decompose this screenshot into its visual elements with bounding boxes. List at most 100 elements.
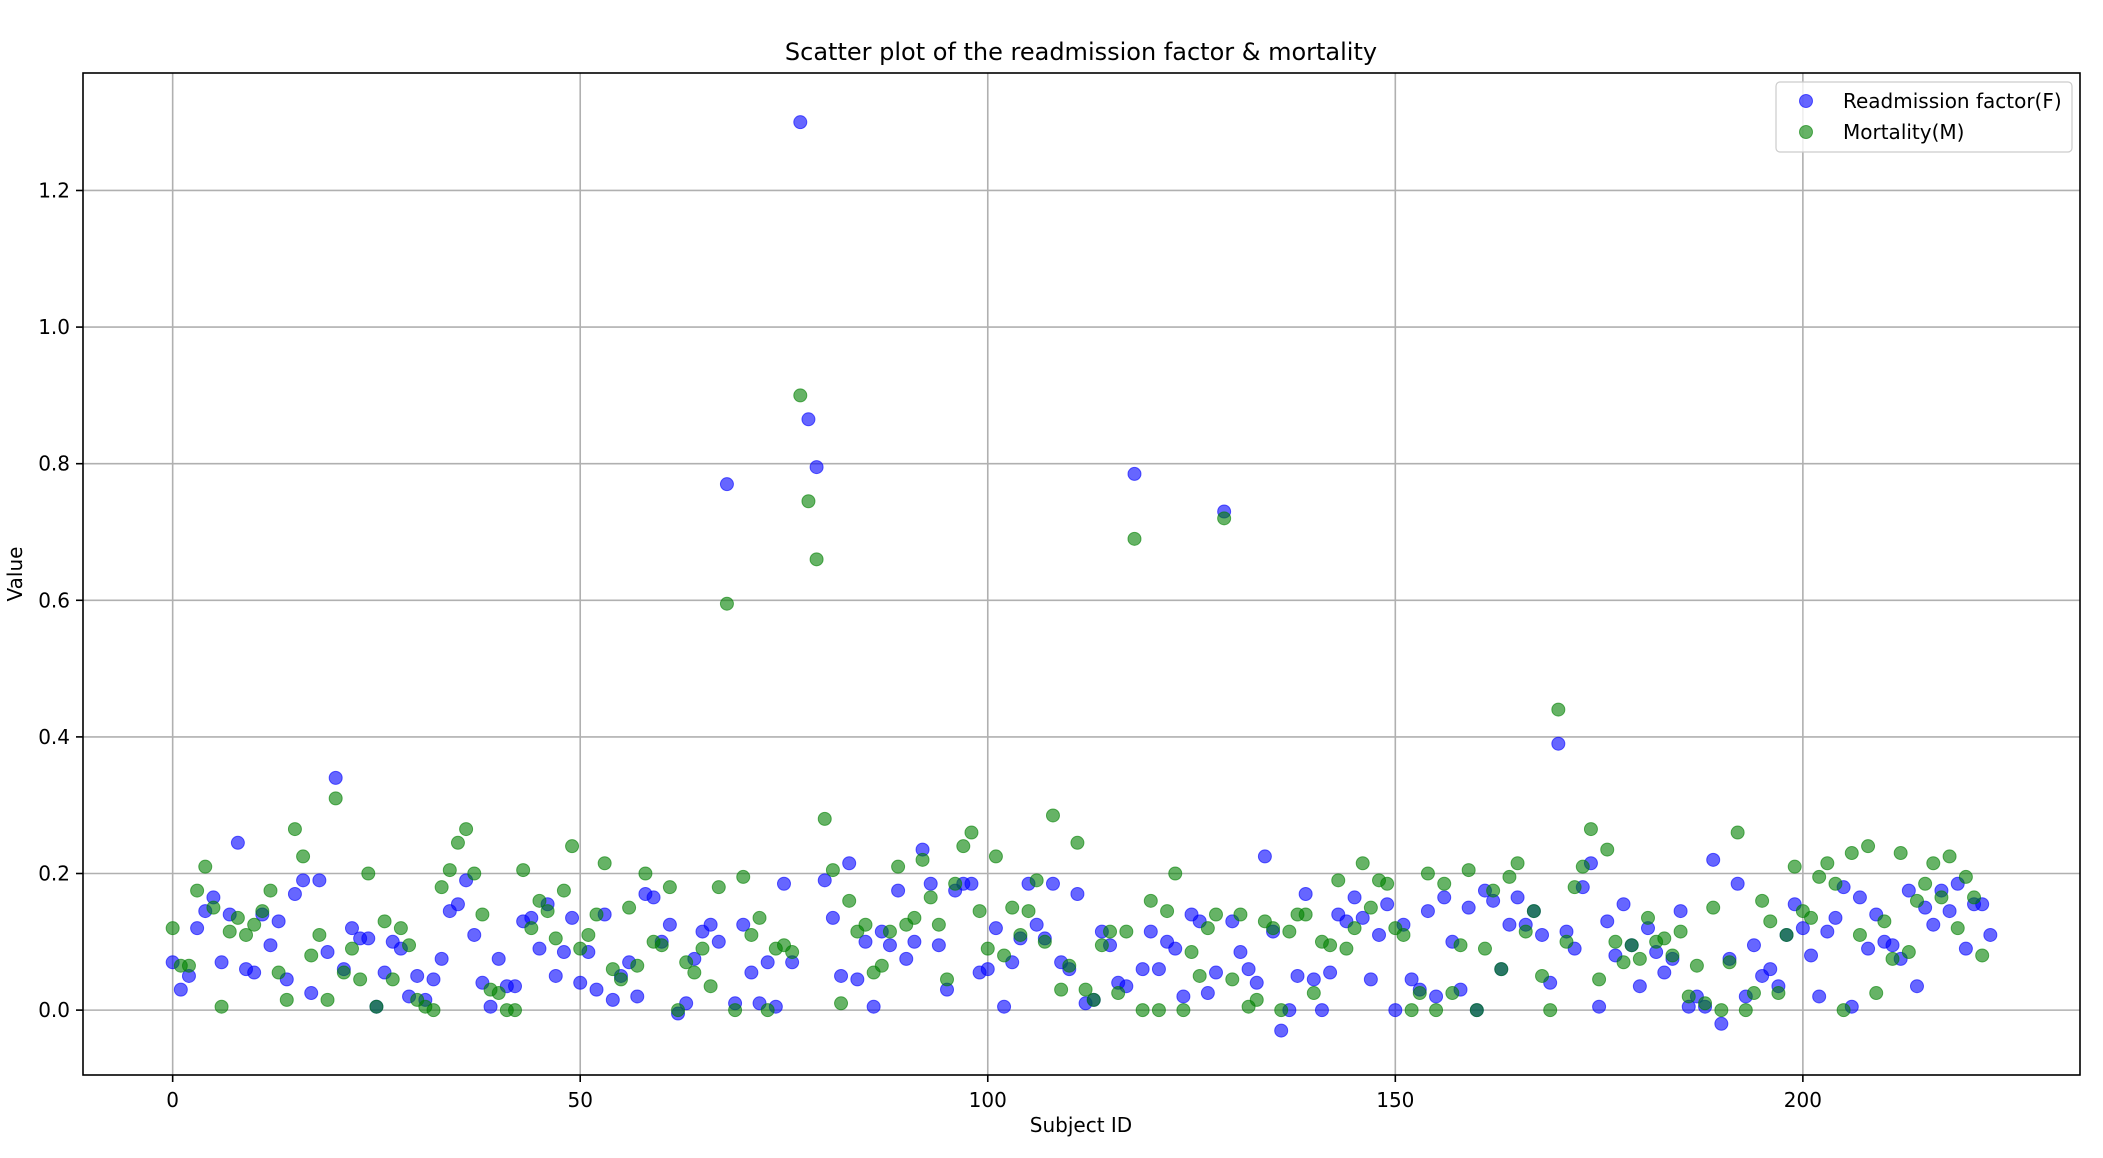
readmission-point: [1804, 948, 1819, 963]
mortality-point: [1755, 893, 1770, 908]
mortality-point: [1339, 941, 1354, 956]
mortality-point: [271, 965, 286, 980]
readmission-point: [1249, 975, 1264, 990]
mortality-point: [214, 999, 229, 1014]
mortality-point: [442, 863, 457, 878]
legend: Readmission factor(F) Mortality(M): [1775, 81, 2073, 153]
mortality-point: [1730, 825, 1745, 840]
readmission-point: [923, 876, 938, 891]
readmission-point: [1306, 972, 1321, 987]
mortality-point: [1486, 883, 1501, 898]
readmission-point: [1420, 904, 1435, 919]
readmission-point: [1314, 1003, 1329, 1018]
readmission-point: [646, 890, 661, 905]
mortality-point: [597, 856, 612, 871]
mortality-point: [263, 883, 278, 898]
mortality-point: [1518, 924, 1533, 939]
mortality-point: [1143, 893, 1158, 908]
readmission-point: [271, 914, 286, 929]
mortality-point: [377, 914, 392, 929]
mortality-point: [1714, 1003, 1729, 1018]
mortality-point: [964, 825, 979, 840]
mortality-point: [524, 921, 539, 936]
mortality-point: [1828, 876, 1843, 891]
readmission-point: [304, 986, 319, 1001]
readmission-point: [173, 982, 188, 997]
mortality-point: [1665, 948, 1680, 963]
y-tick-label: 0.2: [38, 862, 70, 886]
mortality-point: [1037, 934, 1052, 949]
mortality-point: [882, 924, 897, 939]
legend-label-readmission: Readmission factor(F): [1843, 89, 2062, 113]
readmission-point: [287, 886, 302, 901]
mortality-point: [1820, 856, 1835, 871]
mortality-point: [1869, 986, 1884, 1001]
readmission-point: [850, 972, 865, 987]
x-tick-label: 150: [1376, 1088, 1414, 1112]
mortality-point: [1477, 941, 1492, 956]
readmission-point: [1820, 924, 1835, 939]
mortality-point: [1274, 1003, 1289, 1018]
mortality-point: [1355, 856, 1370, 871]
readmission-point: [532, 941, 547, 956]
mortality-point: [858, 917, 873, 932]
mortality-point: [393, 921, 408, 936]
mortality-point: [1804, 910, 1819, 925]
mortality-point: [1689, 958, 1704, 973]
mortality-point: [605, 962, 620, 977]
readmission-point: [1942, 904, 1957, 919]
mortality-point: [1926, 856, 1941, 871]
mortality-point: [923, 890, 938, 905]
mortality-point: [1070, 835, 1085, 850]
readmission-point: [1029, 917, 1044, 932]
mortality-point: [540, 904, 555, 919]
mortality-point: [874, 958, 889, 973]
y-tick-label: 0.6: [38, 588, 70, 612]
readmission-point: [1372, 927, 1387, 942]
readmission-point: [1200, 986, 1215, 1001]
x-tick-label: 50: [567, 1088, 592, 1112]
mortality-point: [1543, 1003, 1558, 1018]
mortality-point: [1494, 962, 1509, 977]
readmission-point: [817, 873, 832, 888]
mortality-point: [1812, 869, 1827, 884]
readmission-point: [1714, 1016, 1729, 1031]
mortality-point: [402, 938, 417, 953]
readmission-point: [1885, 938, 1900, 953]
readmission-point: [548, 968, 563, 983]
mortality-point: [1323, 938, 1338, 953]
mortality-point: [1706, 900, 1721, 915]
mortality-point: [1909, 893, 1924, 908]
mortality-point: [891, 859, 906, 874]
y-tick-label: 0.0: [38, 998, 70, 1022]
x-axis-label: Subject ID: [1030, 1113, 1132, 1137]
mortality-point: [1608, 934, 1623, 949]
mortality-point: [1347, 921, 1362, 936]
mortality-point: [361, 866, 376, 881]
readmission-point: [1592, 999, 1607, 1014]
readmission-point: [190, 921, 205, 936]
mortality-point: [206, 900, 221, 915]
mortality-point: [1225, 972, 1240, 987]
mortality-point: [1380, 876, 1395, 891]
mortality-point: [948, 876, 963, 891]
mortality-point: [1184, 945, 1199, 960]
mortality-point: [1249, 992, 1264, 1007]
mortality-point: [198, 859, 213, 874]
readmission-point: [964, 876, 979, 891]
readmission-point: [230, 835, 245, 850]
mortality-point: [1412, 986, 1427, 1001]
mortality-point: [556, 883, 571, 898]
mortality-point: [1103, 924, 1118, 939]
mortality-point: [508, 1003, 523, 1018]
readmission-point: [1461, 900, 1476, 915]
mortality-point: [997, 948, 1012, 963]
mortality-point: [1877, 914, 1892, 929]
mortality-point: [711, 880, 726, 895]
mortality-point: [1673, 924, 1688, 939]
mortality-point: [1861, 839, 1876, 854]
mortality-point: [1779, 927, 1794, 942]
readmission-point: [1632, 979, 1647, 994]
